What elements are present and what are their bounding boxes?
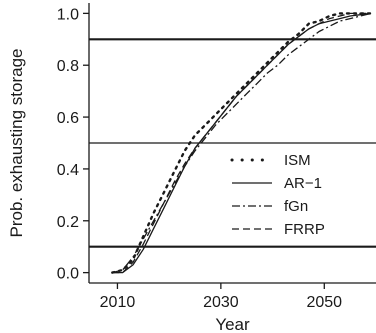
reference-lines <box>89 38 376 248</box>
y-tick-label: 1.0 <box>57 6 79 23</box>
series-line-frrp <box>112 12 371 274</box>
legend-label: fGn <box>284 198 308 215</box>
series-line-fgn <box>112 12 371 274</box>
series-line-ar-1 <box>112 12 371 274</box>
legend: ISM AR−1 fGn FRRP <box>230 152 325 238</box>
y-axis-ticks: 0.0 0.2 0.4 0.6 0.8 1.0 <box>57 6 89 283</box>
x-axis-title: Year <box>215 315 250 333</box>
y-tick-label: 0.0 <box>57 266 79 283</box>
x-tick-label: 2030 <box>203 294 239 311</box>
y-tick-label: 0.2 <box>57 214 79 231</box>
y-axis-title: Prob. exhausting storage <box>7 48 26 237</box>
legend-label: FRRP <box>284 221 325 238</box>
y-tick-label: 0.6 <box>57 110 79 127</box>
series-lines <box>111 12 372 274</box>
x-axis-ticks: 2010 2030 2050 <box>100 283 342 311</box>
legend-label: AR−1 <box>284 175 322 192</box>
x-tick-label: 2010 <box>100 294 136 311</box>
x-tick-label: 2050 <box>306 294 342 311</box>
y-tick-label: 0.4 <box>57 162 79 179</box>
y-tick-label: 0.8 <box>57 58 79 75</box>
axes <box>88 3 376 284</box>
series-line-ism <box>111 12 372 274</box>
legend-label: ISM <box>284 152 311 169</box>
